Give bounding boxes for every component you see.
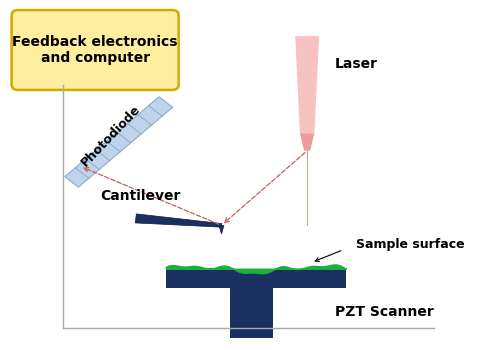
Bar <box>230 288 273 338</box>
Polygon shape <box>300 133 315 151</box>
Polygon shape <box>295 36 319 133</box>
Polygon shape <box>219 225 224 234</box>
Text: Photodiode: Photodiode <box>79 102 143 169</box>
Text: Laser: Laser <box>335 57 378 71</box>
Polygon shape <box>135 214 222 227</box>
FancyBboxPatch shape <box>11 10 179 90</box>
Text: PZT Scanner: PZT Scanner <box>335 305 434 319</box>
Text: Cantilever: Cantilever <box>100 189 180 203</box>
Polygon shape <box>65 97 173 187</box>
Text: Feedback electronics
and computer: Feedback electronics and computer <box>12 35 178 65</box>
Bar <box>166 269 346 288</box>
Text: Sample surface: Sample surface <box>357 238 465 251</box>
